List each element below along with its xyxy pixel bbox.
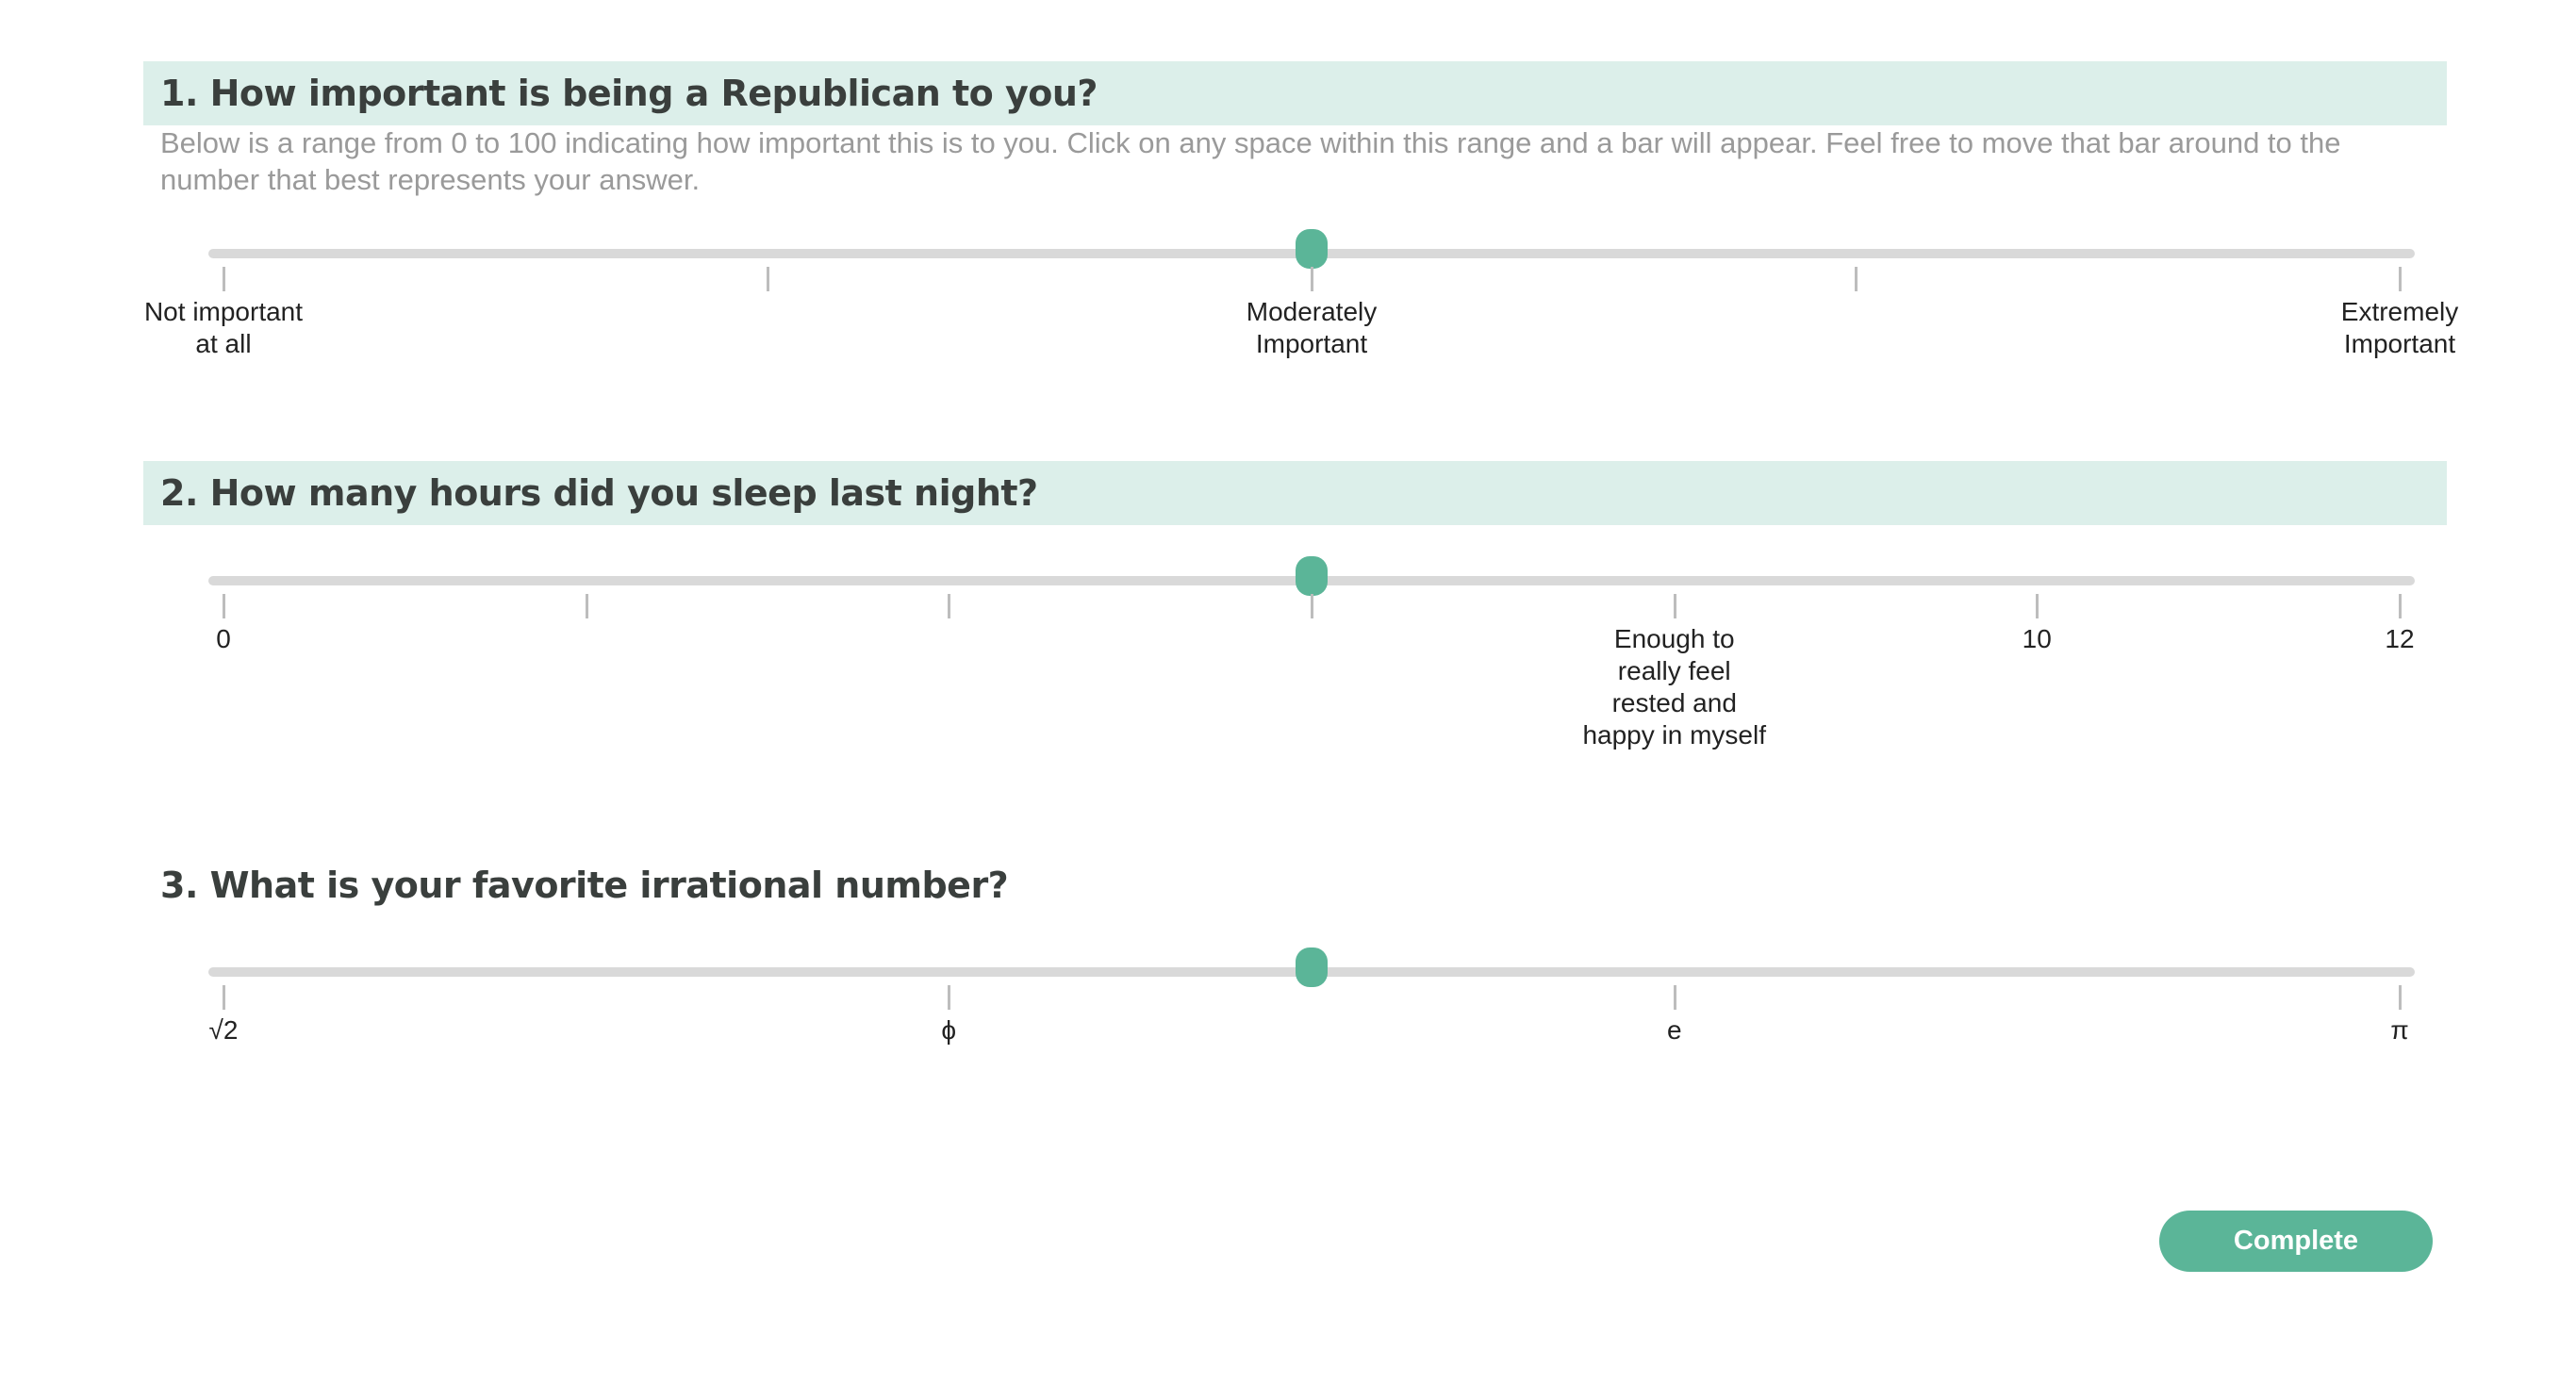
question-3-scale-label: e xyxy=(1666,1015,1682,1045)
question-1-slider-tick xyxy=(767,267,769,291)
question-3-scale-label: √2 xyxy=(208,1015,239,1045)
question-2-slider-tick xyxy=(1673,594,1676,618)
question-3-scale-label: ϕ xyxy=(941,1015,957,1045)
question-2-slider-tick xyxy=(2036,594,2039,618)
question-1-title: 1. How important is being a Republican t… xyxy=(160,73,1098,114)
question-1-description: Below is a range from 0 to 100 indicatin… xyxy=(160,126,2341,196)
question-3-slider[interactable]: √2 ϕ e π xyxy=(208,947,2415,1045)
question-1-slider-handle[interactable] xyxy=(1296,229,1328,269)
question-1-slider-tick xyxy=(1855,267,1858,291)
question-3-slider-tick xyxy=(223,985,225,1010)
question-1-scale-label: Extremely Important xyxy=(2340,297,2459,358)
question-3-header: 3. What is your favorite irrational numb… xyxy=(143,853,2447,917)
question-2-scale-label: 12 xyxy=(2385,624,2415,653)
question-2-slider-tick xyxy=(1311,594,1313,618)
question-2-scale-label: 0 xyxy=(216,624,231,653)
question-1-slider-tick xyxy=(223,267,225,291)
question-3-scale-label: π xyxy=(2390,1015,2409,1045)
question-1-header: 1. How important is being a Republican t… xyxy=(143,61,2447,125)
question-2-slider[interactable]: 0 Enough to really feel rested and happy … xyxy=(208,556,2415,750)
question-3-slider-tick xyxy=(1673,985,1676,1010)
question-1-scale-label: Not important at all xyxy=(143,297,304,358)
question-2-slider-tick xyxy=(2399,594,2402,618)
question-2-slider-handle[interactable] xyxy=(1296,556,1328,596)
question-1-slider-tick xyxy=(2399,267,2402,291)
complete-button[interactable]: Complete xyxy=(2159,1211,2433,1272)
question-3-slider-tick xyxy=(2399,985,2402,1010)
question-2-slider-tick xyxy=(223,594,225,618)
question-2-slider-tick xyxy=(585,594,588,618)
question-2-scale-label: 10 xyxy=(2022,624,2052,653)
question-3-slider-tick xyxy=(948,985,951,1010)
question-2-slider-tick xyxy=(948,594,951,618)
question-3-slider-handle[interactable] xyxy=(1296,947,1328,987)
question-2-scale-label: Enough to really feel rested and happy i… xyxy=(1582,624,1767,750)
question-1-slider-tick xyxy=(1311,267,1313,291)
question-1-scale-label: Moderately Important xyxy=(1246,297,1378,358)
question-3-title: 3. What is your favorite irrational numb… xyxy=(160,865,1009,906)
question-2-title: 2. How many hours did you sleep last nig… xyxy=(160,472,1038,514)
question-2-header: 2. How many hours did you sleep last nig… xyxy=(143,461,2447,525)
question-1-slider[interactable]: Not important at all Moderately Important… xyxy=(144,229,2458,358)
